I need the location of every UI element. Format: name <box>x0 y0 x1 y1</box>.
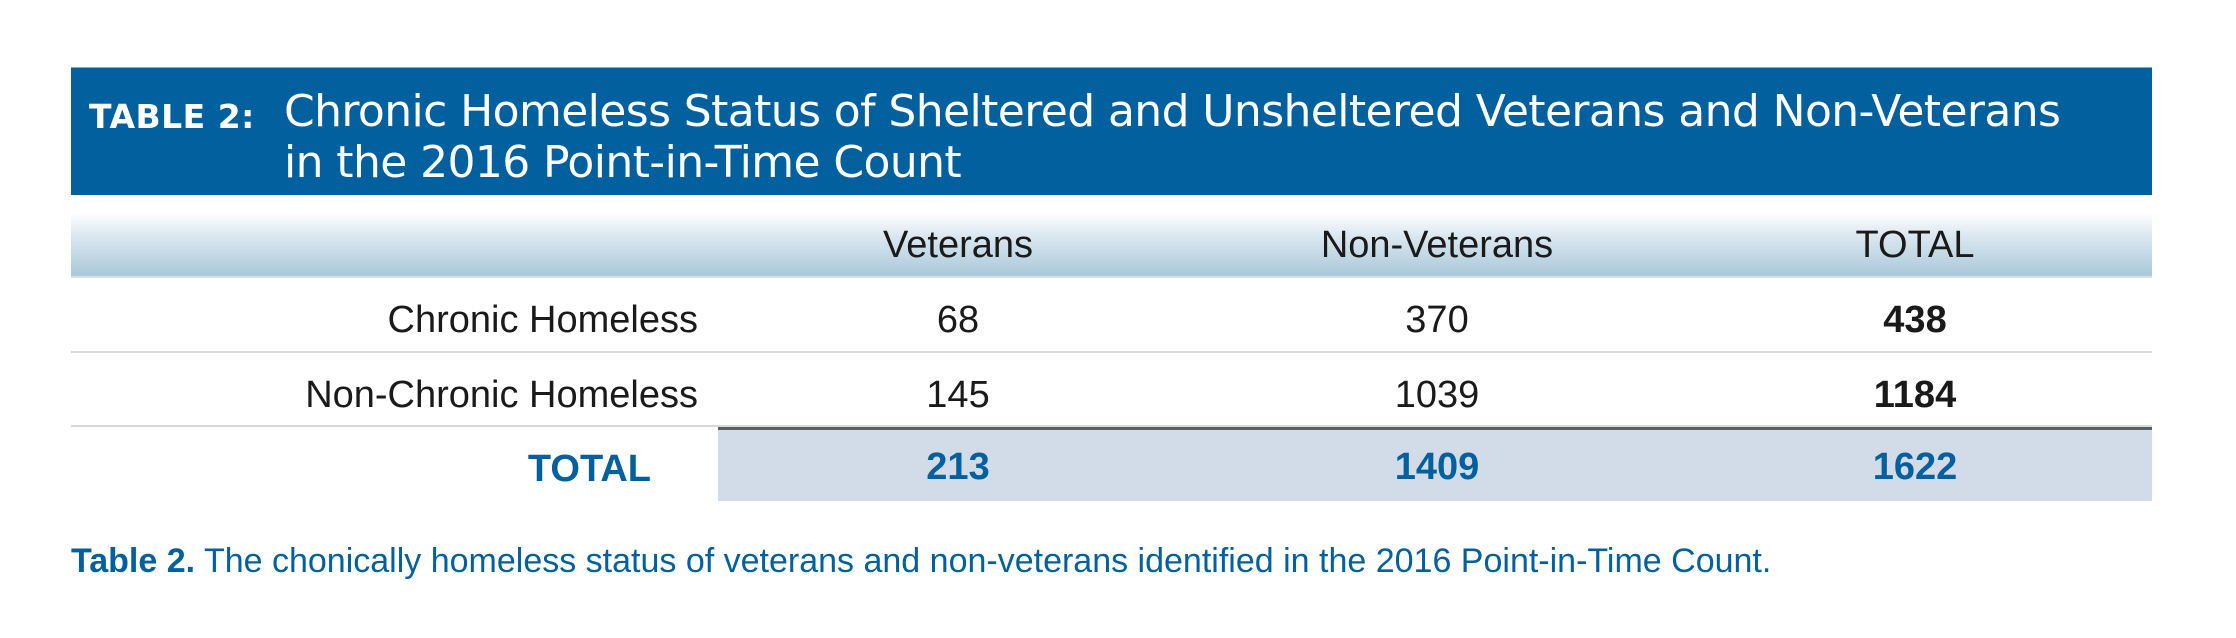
column-header-row: Veterans Non-Veterans TOTAL <box>71 195 2152 278</box>
cell-non-veterans: 370 <box>1405 299 1469 341</box>
cell-non-veterans: 1039 <box>1394 374 1480 416</box>
cell-veterans: 68 <box>936 299 980 341</box>
column-header-veterans: Veterans <box>883 224 1033 266</box>
caption-label: Table 2. <box>71 542 196 580</box>
total-veterans: 213 <box>926 446 990 488</box>
total-band <box>718 427 2152 501</box>
table-title-bar: TABLE 2: Chronic Homeless Status of Shel… <box>71 67 2152 195</box>
row-label: Chronic Homeless <box>387 299 698 341</box>
table-title: Chronic Homeless Status of Sheltered and… <box>284 86 2134 188</box>
cell-total: 1184 <box>1873 374 1957 416</box>
grand-total: 1622 <box>1872 446 1958 488</box>
caption-text: The chonically homeless status of vetera… <box>203 542 1772 580</box>
total-non-veterans: 1409 <box>1394 446 1480 488</box>
table-title-line-2: in the 2016 Point-in-Time Count <box>284 137 962 188</box>
table-number-label: TABLE 2: <box>89 97 255 136</box>
cell-total: 438 <box>1883 299 1947 341</box>
table-row-non-chronic-homeless: Non-Chronic Homeless 145 1039 1184 <box>71 353 2152 427</box>
cell-veterans: 145 <box>926 374 990 416</box>
column-header-total: TOTAL <box>1855 224 1975 266</box>
total-row-label: TOTAL <box>527 448 651 490</box>
table-title-line-1: Chronic Homeless Status of Sheltered and… <box>284 86 2061 137</box>
row-label: Non-Chronic Homeless <box>305 374 698 416</box>
table-row-total: TOTAL 213 1409 1622 <box>71 427 2152 501</box>
column-header-non-veterans: Non-Veterans <box>1320 224 1554 266</box>
table-caption: Table 2. The chonically homeless status … <box>71 540 1771 582</box>
table-row-chronic-homeless: Chronic Homeless 68 370 438 <box>71 278 2152 353</box>
